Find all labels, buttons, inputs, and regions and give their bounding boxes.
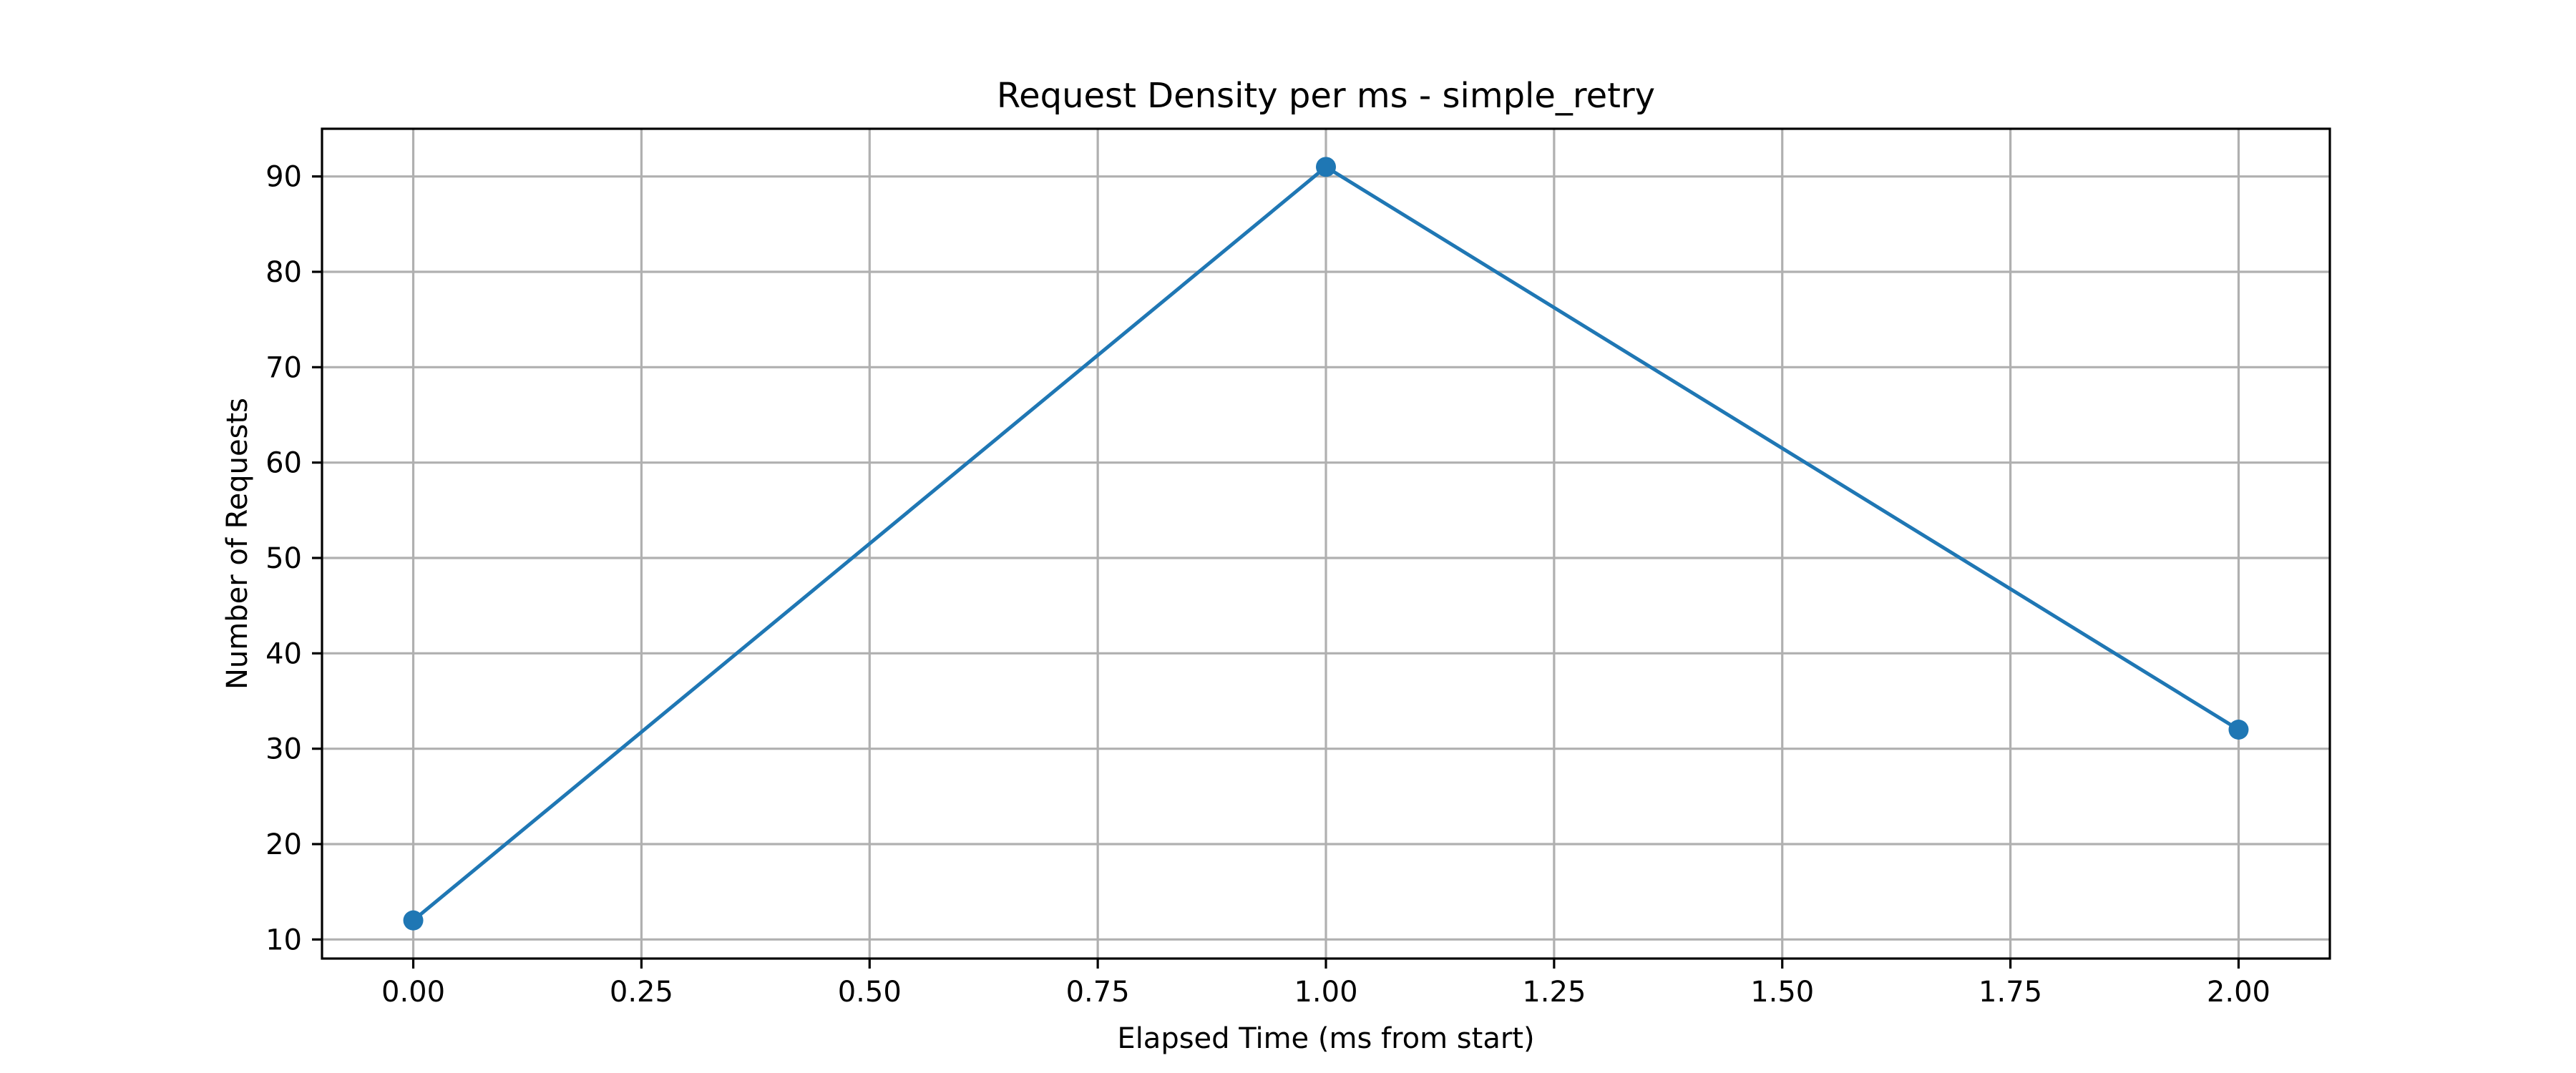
y-tick-label: 30 (265, 733, 302, 766)
y-tick-label: 10 (265, 923, 302, 956)
chart-title: Request Density per ms - simple_retry (997, 76, 1655, 116)
y-tick-label: 50 (265, 542, 302, 575)
y-tick-label: 40 (265, 637, 302, 670)
x-tick-label: 0.50 (838, 976, 902, 1009)
series-layer (403, 157, 2249, 931)
x-tick-label: 1.25 (1522, 976, 1586, 1009)
y-tick-label: 20 (265, 828, 302, 861)
data-point (403, 910, 424, 931)
y-tick-label: 60 (265, 447, 302, 480)
x-tick-label: 2.00 (2207, 976, 2270, 1009)
data-point (2228, 720, 2249, 740)
x-tick-label: 0.75 (1066, 976, 1130, 1009)
data-point (1316, 157, 1336, 177)
x-axis-label: Elapsed Time (ms from start) (1117, 1022, 1534, 1055)
y-tick-label: 80 (265, 256, 302, 289)
x-tick-label: 1.75 (1979, 976, 2042, 1009)
y-tick-label: 90 (265, 161, 302, 194)
axis-ticks: 0.00 0.25 0.50 0.75 1.00 1.25 1.50 1.75 2.00 10 20… (265, 161, 2270, 1009)
x-tick-label: 0.25 (610, 976, 673, 1009)
x-tick-label: 1.50 (1750, 976, 1814, 1009)
x-tick-label: 1.00 (1294, 976, 1357, 1009)
x-tick-label: 0.00 (381, 976, 445, 1009)
y-tick-label: 70 (265, 351, 302, 384)
y-axis-label: Number of Requests (221, 398, 254, 690)
